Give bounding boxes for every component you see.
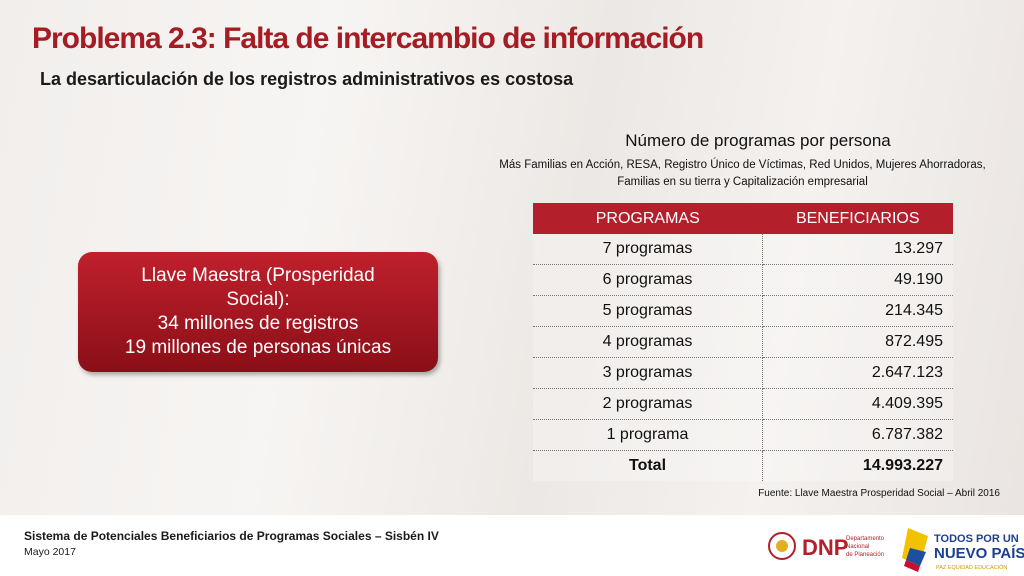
subtitle: La desarticulación de los registros admi… [40,69,574,89]
callout-line: 19 millones de personas únicas [124,337,392,358]
table-row: 2 programas 4.409.395 [533,388,953,420]
shield-icon [776,540,788,552]
cell: Total [533,450,763,481]
table-title: Número de programas por persona [625,131,891,150]
dnp-sub: Departamento [846,536,885,542]
dnp-sub: Nacional [846,544,869,550]
table-row: 4 programas 872.495 [533,326,953,358]
cell: 5 programas [533,295,763,327]
cell: 4 programas [533,326,763,358]
logos: DNP Departamento Nacional de Planeación … [768,528,1024,572]
cell: 6.787.382 [762,419,953,451]
cell: 1 programa [533,419,763,451]
cell: 14.993.227 [762,450,953,481]
cell: 4.409.395 [762,388,953,420]
callout-line: 34 millones de registros [157,313,359,334]
cell: 6 programas [533,264,763,296]
footer-band [0,515,1024,576]
table-row: 6 programas 49.190 [533,264,953,296]
cell: 214.345 [762,295,953,327]
table-row: 3 programas 2.647.123 [533,357,953,389]
cell: 7 programas [533,234,763,265]
cell: 872.495 [762,326,953,358]
callout-line: Llave Maestra (Prosperidad Social): [141,265,375,310]
column-header: BENEFICIARIOS [762,203,953,234]
table-row: 5 programas 214.345 [533,295,953,327]
source: Fuente: Llave Maestra Prosperidad Social… [758,488,1000,499]
dnp-sub: de Planeación [846,552,884,558]
gov-sub: PAZ EQUIDAD EDUCACIÓN [936,564,1007,571]
gov-icon [906,548,926,566]
cell: 49.190 [762,264,953,296]
table-note: Más Familias en Acción, RESA, Registro Ú… [499,159,986,171]
title: Problema 2.3: Falta de intercambio de in… [32,22,704,55]
footer-text: Sistema de Potenciales Beneficiarios de … [24,529,439,543]
table-row: 1 programa 6.787.382 [533,419,953,451]
gov-logo: TODOS POR UN [934,533,1019,545]
table-note: Familias en su tierra y Capitalización e… [617,176,868,188]
cell: 2 programas [533,388,763,420]
footer-date: Mayo 2017 [24,546,76,558]
callout-box: Llave Maestra (Prosperidad Social): 34 m… [78,252,438,372]
table-row: 7 programas 13.297 [533,234,953,265]
column-header: PROGRAMAS [533,203,763,234]
cell: 3 programas [533,357,763,389]
cell: 13.297 [762,234,953,265]
gov-logo: NUEVO PAÍS [934,545,1024,562]
total-row: Total 14.993.227 [533,450,953,481]
gov-icon [904,560,920,572]
dnp-logo: DNP [802,535,848,560]
table: PROGRAMAS BENEFICIARIOS 7 programas 13.29… [533,203,953,481]
cell: 2.647.123 [762,357,953,389]
